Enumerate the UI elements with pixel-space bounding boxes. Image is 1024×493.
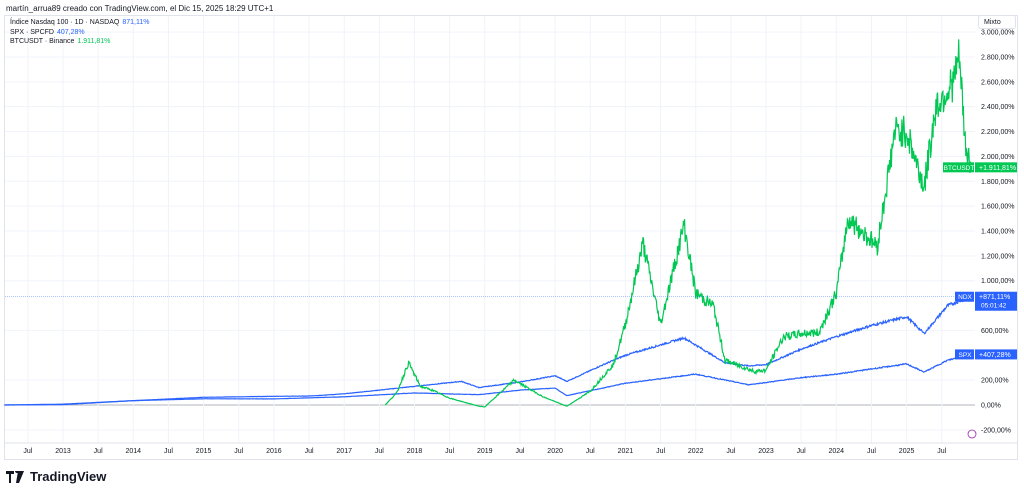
ndx-tag-text: NDX bbox=[958, 294, 972, 301]
ndx-tag: NDX bbox=[955, 291, 974, 302]
x-tick-label: Jul bbox=[797, 448, 806, 455]
tradingview-logo-icon bbox=[6, 470, 24, 483]
event-marker-icon bbox=[967, 429, 977, 439]
y-tick-label: 1.400,00% bbox=[981, 228, 1014, 235]
btc-tag-bg bbox=[943, 162, 974, 173]
legend-item-ndx[interactable]: Índice Nasdaq 100 · 1D · NASDAQ 871,11% bbox=[10, 18, 149, 28]
tradingview-logo: TradingView bbox=[6, 469, 106, 484]
x-tick-label: 2015 bbox=[196, 448, 212, 455]
x-tick-label: Jul bbox=[515, 448, 524, 455]
y-tick-label: 2.400,00% bbox=[981, 104, 1014, 111]
x-tick-label: 2016 bbox=[266, 448, 282, 455]
x-tick-label: 2023 bbox=[758, 448, 774, 455]
x-tick-label: Jul bbox=[234, 448, 243, 455]
scale-mode-button[interactable]: Mixto bbox=[978, 15, 1016, 29]
legend-item-btc[interactable]: BTCUSDT · Binance 1.911,81% bbox=[10, 37, 149, 47]
x-tick-label: Jul bbox=[445, 448, 454, 455]
y-tick-label: -200,00% bbox=[981, 427, 1011, 434]
x-tick-label: Jul bbox=[305, 448, 314, 455]
x-tick-label: Jul bbox=[586, 448, 595, 455]
spx-price-label-text: +407,28% bbox=[979, 352, 1011, 359]
x-tick-label: Jul bbox=[867, 448, 876, 455]
attribution-header: martín_arrua89 creado con TradingView.co… bbox=[6, 4, 274, 13]
spx-tag-bg bbox=[955, 349, 974, 360]
x-tick-label: Jul bbox=[23, 448, 32, 455]
y-tick-label: 2.600,00% bbox=[981, 79, 1014, 86]
x-tick-label: Jul bbox=[375, 448, 384, 455]
btc-tag-text: BTCUSDT bbox=[944, 165, 975, 172]
y-tick-label: 1.800,00% bbox=[981, 179, 1014, 186]
y-tick-label: 2.200,00% bbox=[981, 129, 1014, 136]
y-tick-label: 2.000,00% bbox=[981, 154, 1014, 161]
y-tick-label: 0,00% bbox=[981, 403, 1001, 410]
x-tick-label: 2017 bbox=[336, 448, 352, 455]
chart-frame bbox=[4, 15, 1018, 460]
y-tick-label: 1.000,00% bbox=[981, 278, 1014, 285]
ndx-price-label-bg bbox=[975, 291, 1017, 311]
btc-price-label-text: +1.911,81% bbox=[979, 165, 1016, 172]
spx-tag: SPX bbox=[955, 349, 974, 360]
ndx-tag-bg bbox=[955, 291, 974, 302]
y-tick-label: 3.000,00% bbox=[981, 30, 1014, 37]
x-tick-label: Jul bbox=[726, 448, 735, 455]
y-tick-label: 2.800,00% bbox=[981, 54, 1014, 61]
x-tick-label: 2024 bbox=[829, 448, 845, 455]
legend-label: BTCUSDT · Binance bbox=[10, 38, 75, 45]
x-tick-label: 2019 bbox=[477, 448, 493, 455]
y-tick-label: 200,00% bbox=[981, 378, 1009, 385]
y-tick-label: 1.200,00% bbox=[981, 253, 1014, 260]
x-tick-label: 2022 bbox=[688, 448, 704, 455]
legend-label: Índice Nasdaq 100 · 1D · NASDAQ bbox=[10, 19, 120, 26]
series-line-btcusdt bbox=[384, 39, 972, 408]
ndx-countdown: 05:01:42 bbox=[981, 303, 1007, 310]
y-tick-label: 1.600,00% bbox=[981, 204, 1014, 211]
series-line-spx bbox=[4, 353, 971, 406]
btc-price-label-bg bbox=[975, 162, 1017, 173]
x-tick-label: Jul bbox=[937, 448, 946, 455]
x-tick-label: 2021 bbox=[618, 448, 634, 455]
btc-tag: BTCUSDT bbox=[943, 162, 975, 173]
y-tick-label: 600,00% bbox=[981, 328, 1009, 335]
legend-label: SPX · SPCFD bbox=[10, 28, 54, 36]
x-tick-label: 2013 bbox=[55, 448, 71, 455]
x-tick-label: Jul bbox=[164, 448, 173, 455]
x-tick-label: 2018 bbox=[407, 448, 423, 455]
spx-price-label-bg bbox=[975, 349, 1017, 360]
legend: Índice Nasdaq 100 · 1D · NASDAQ 871,11% S… bbox=[10, 18, 149, 47]
legend-item-spx[interactable]: SPX · SPCFD 407,28% bbox=[10, 28, 149, 38]
legend-value: 871,11% bbox=[122, 19, 150, 26]
ndx-price-label-text: +871,11% bbox=[979, 294, 1010, 301]
series-line-ndx bbox=[4, 294, 972, 406]
x-tick-label: 2014 bbox=[126, 448, 142, 455]
x-tick-label: Jul bbox=[94, 448, 103, 455]
x-tick-label: 2025 bbox=[899, 448, 915, 455]
legend-value: 407,28% bbox=[56, 28, 85, 36]
legend-value: 1.911,81% bbox=[77, 38, 111, 45]
x-tick-label: Jul bbox=[656, 448, 665, 455]
logo-text: TradingView bbox=[30, 469, 107, 484]
x-tick-label: 2020 bbox=[547, 448, 563, 455]
spx-tag-text: SPX bbox=[958, 352, 972, 359]
